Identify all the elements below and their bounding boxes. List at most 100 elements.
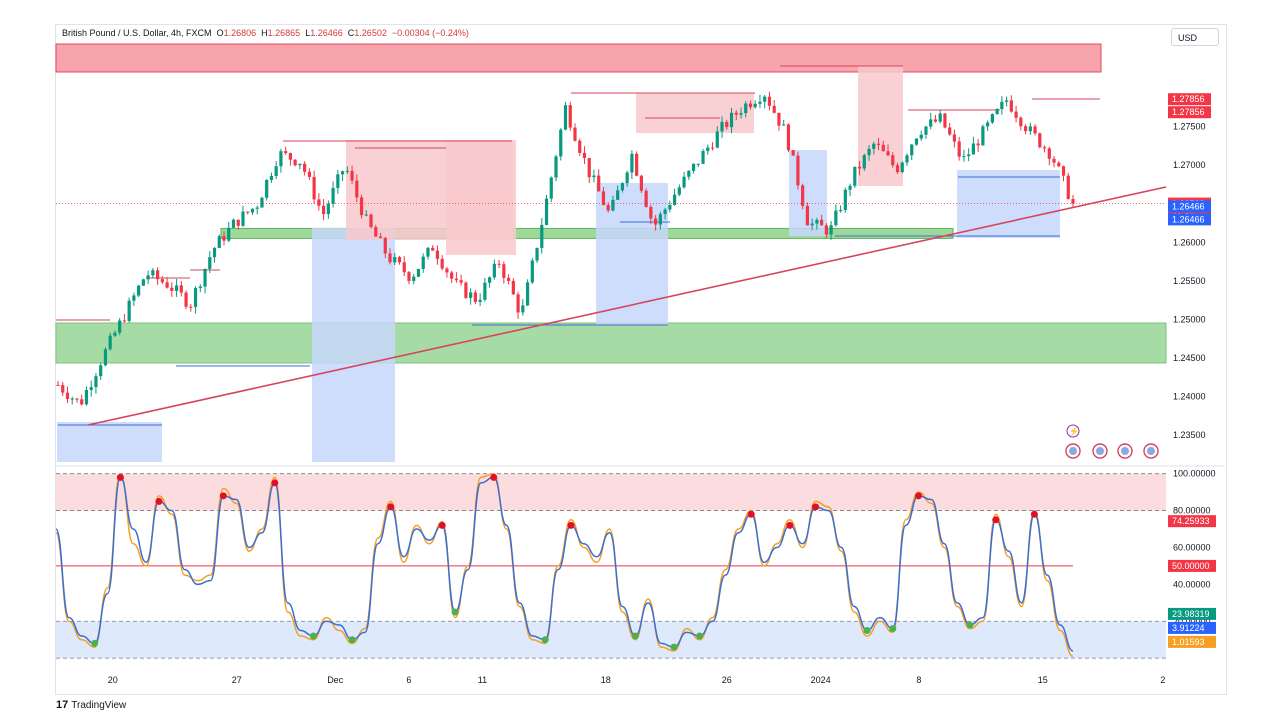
candle-body — [478, 299, 482, 302]
candle-body — [582, 152, 587, 159]
candle-body — [862, 155, 866, 169]
candle-body — [298, 163, 302, 166]
candle-body — [1000, 101, 1004, 110]
candle-body — [141, 279, 145, 286]
candle-body — [1009, 100, 1013, 112]
candle-body — [236, 219, 240, 226]
candle-body — [303, 163, 307, 172]
liquidity-box-pink — [446, 140, 516, 255]
candle-body — [502, 264, 506, 278]
candle-body — [1019, 117, 1023, 127]
candle-body — [824, 225, 828, 235]
candle-body — [625, 172, 629, 184]
candle-body — [174, 285, 179, 291]
sell-signal-dot — [219, 492, 227, 500]
candle-body — [75, 398, 79, 400]
currency-selector[interactable]: USD — [1171, 28, 1219, 46]
buy-signal-dot — [966, 621, 974, 629]
price-level-badge — [1168, 106, 1211, 119]
oscillator-level-label: 23.98319 — [1172, 609, 1210, 619]
candle-body — [288, 153, 293, 160]
candle-body — [1042, 147, 1047, 149]
candle-body — [189, 306, 193, 308]
candle-body — [696, 163, 700, 165]
candle-body — [70, 398, 74, 400]
candle-body — [943, 113, 947, 128]
price-level-label: 1.26466 — [1172, 201, 1205, 211]
candle-body — [957, 141, 961, 157]
sell-signal-dot — [438, 521, 446, 529]
time-axis-tick-label: 27 — [232, 675, 242, 685]
candle-body — [331, 187, 335, 204]
candle-body — [601, 191, 606, 205]
candle-body — [796, 155, 800, 186]
candle-body — [710, 147, 715, 149]
candle-body — [317, 199, 321, 206]
candle-body — [132, 295, 136, 301]
candle-body — [720, 121, 724, 132]
candle-body — [815, 219, 819, 224]
candle-body — [900, 162, 904, 173]
time-axis-tick-label: Dec — [327, 675, 344, 685]
candle-body — [573, 127, 577, 141]
price-axis-tick-label: 1.27000 — [1173, 160, 1206, 170]
oscillator-axis-tick-label: 100.00000 — [1173, 469, 1216, 479]
sell-signal-dot — [116, 473, 124, 481]
candle-body — [397, 257, 402, 263]
candle-body — [336, 174, 340, 188]
candle-body — [378, 236, 383, 239]
candle-body — [767, 96, 772, 106]
candle-body — [293, 159, 297, 166]
candle-body — [383, 238, 387, 254]
liquidity-box-blue — [596, 183, 668, 325]
price-level-badge — [1168, 93, 1211, 106]
candle-body — [1028, 126, 1032, 132]
time-axis-tick-label: 2024 — [811, 675, 831, 685]
candle-body — [99, 365, 103, 377]
candle-body — [156, 270, 160, 280]
candle-body — [620, 183, 625, 191]
candle-body — [616, 190, 620, 200]
time-axis-tick-label: 20 — [108, 675, 118, 685]
price-level-label: 1.26466 — [1172, 214, 1205, 224]
candle-body — [990, 114, 994, 123]
candle-body — [677, 187, 681, 195]
candle-body — [891, 155, 895, 166]
candle-body — [227, 227, 231, 241]
flag-icon-inner — [1096, 447, 1104, 455]
candle-body — [1047, 148, 1051, 159]
candle-body — [469, 292, 473, 298]
lightning-glyph: ⚡ — [1069, 426, 1079, 436]
candle-body — [649, 206, 653, 219]
candle-body — [791, 150, 795, 156]
candle-body — [122, 320, 127, 322]
candle-body — [597, 175, 601, 192]
candle-body — [416, 268, 421, 277]
candle-body — [260, 197, 264, 208]
candle-body — [559, 129, 563, 157]
buy-signal-dot — [670, 643, 678, 651]
candle-body — [127, 300, 131, 321]
candle-body — [1057, 162, 1061, 167]
tradingview-brand[interactable]: 17 TradingView — [56, 699, 126, 711]
candle-body — [208, 257, 212, 269]
candle-body — [312, 176, 316, 200]
candle-body — [488, 277, 492, 283]
candle-body — [369, 214, 373, 228]
sell-signal-dot — [271, 479, 279, 487]
time-axis-tick-label: 8 — [916, 675, 921, 685]
candle-body — [905, 155, 909, 163]
buy-signal-dot — [863, 626, 871, 634]
candle-body — [1061, 166, 1066, 176]
sell-signal-dot — [915, 492, 923, 500]
candle-body — [606, 204, 610, 211]
buy-signal-dot — [348, 636, 356, 644]
candle-body — [492, 263, 496, 278]
candle-body — [364, 214, 368, 216]
candle-body — [246, 211, 250, 213]
stoch-k-line — [55, 476, 1074, 652]
candle-body — [820, 219, 824, 226]
candle-body — [521, 305, 525, 313]
sell-signal-dot — [567, 521, 575, 529]
